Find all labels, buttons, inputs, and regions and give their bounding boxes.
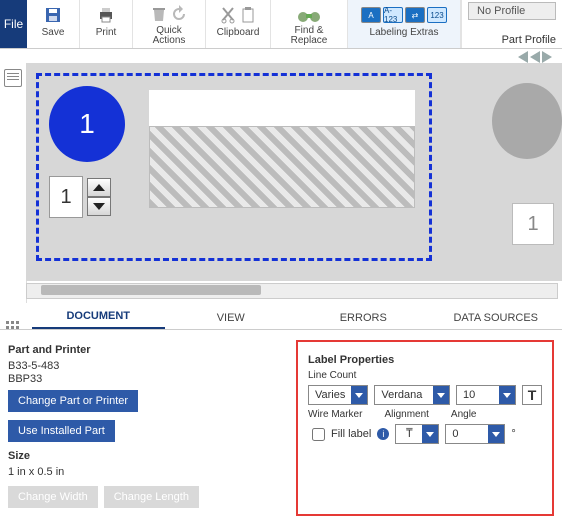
counter-value: 1 xyxy=(49,176,83,218)
print-label: Print xyxy=(96,28,117,38)
use-installed-button[interactable]: Use Installed Part xyxy=(8,420,115,442)
property-panels: Part and Printer B33-5-483 BBP33 Change … xyxy=(0,330,562,526)
alignment-select[interactable]: T̅ xyxy=(395,424,439,444)
canvas[interactable]: 1 1 1 xyxy=(26,63,562,281)
font-size-select[interactable]: 10 xyxy=(456,385,516,405)
binoculars-icon xyxy=(297,5,321,23)
label-properties-panel: Label Properties Line Count Varies Verda… xyxy=(296,340,554,516)
nav-prev-icon[interactable] xyxy=(518,51,528,63)
clipboard-label: Clipboard xyxy=(217,28,260,38)
angle-label: Angle xyxy=(451,409,477,420)
alignment-label: Alignment xyxy=(384,409,428,420)
extra-badge-4[interactable]: 123 xyxy=(427,7,447,23)
label-counter: 1 xyxy=(49,176,111,218)
fill-label-checkbox[interactable]: Fill label i xyxy=(308,425,389,444)
panel-grip-icon[interactable] xyxy=(6,321,20,329)
extra-badge-1[interactable]: A xyxy=(361,7,381,23)
print-icon xyxy=(97,6,115,24)
quick-actions-label: Quick Actions xyxy=(139,26,199,46)
change-length-button: Change Length xyxy=(104,486,199,508)
scrollbar-thumb[interactable] xyxy=(41,285,261,295)
line-count-select[interactable]: Varies xyxy=(308,385,368,405)
counter-up-button[interactable] xyxy=(87,178,111,197)
document-panel: Part and Printer B33-5-483 BBP33 Change … xyxy=(8,340,288,516)
font-dialog-icon[interactable]: T xyxy=(522,385,542,405)
no-profile-box[interactable]: No Profile xyxy=(468,2,556,20)
ribbon-toolbar: File Save Print Quick Actions Clipboard … xyxy=(0,0,562,49)
nav-next-icon[interactable] xyxy=(542,51,552,63)
change-width-button: Change Width xyxy=(8,486,98,508)
info-icon[interactable]: i xyxy=(377,428,389,440)
tab-data-sources[interactable]: DATA SOURCES xyxy=(430,312,562,329)
tab-document[interactable]: DOCUMENT xyxy=(32,310,165,329)
fill-label-text: Fill label xyxy=(331,428,371,440)
extra-badge-3[interactable]: ⇄ xyxy=(405,7,425,23)
label-hatch-area[interactable] xyxy=(149,126,415,208)
print-group[interactable]: Print xyxy=(80,0,133,48)
nav-prev2-icon[interactable] xyxy=(530,51,540,63)
part-number: B33-5-483 xyxy=(8,360,288,372)
profile-group: No Profile Part Profile xyxy=(461,0,562,48)
design-canvas-area: 1 1 1 xyxy=(0,63,562,303)
angle-select[interactable]: 0 xyxy=(445,424,505,444)
file-tab[interactable]: File xyxy=(0,0,27,48)
cut-icon xyxy=(219,6,237,24)
labeling-extras-group[interactable]: A A-123 ⇄ 123 Labeling Extras xyxy=(348,0,461,48)
nav-arrows xyxy=(0,49,562,63)
degree-symbol: ° xyxy=(511,428,515,440)
horizontal-scrollbar[interactable] xyxy=(26,283,558,299)
property-tabs: DOCUMENT VIEW ERRORS DATA SOURCES xyxy=(0,303,562,330)
tab-errors[interactable]: ERRORS xyxy=(297,312,430,329)
clipboard-group[interactable]: Clipboard xyxy=(206,0,271,48)
left-tool-strip xyxy=(0,63,27,303)
save-icon xyxy=(44,6,62,24)
label-card-selected[interactable]: 1 1 xyxy=(36,73,432,261)
clipboard-icon xyxy=(239,6,257,24)
ghost-circle xyxy=(492,83,562,159)
label-white-strip[interactable] xyxy=(149,90,415,126)
font-family-select[interactable]: Verdana xyxy=(374,385,450,405)
part-profile-label: Part Profile xyxy=(502,34,556,46)
part-printer-heading: Part and Printer xyxy=(8,344,288,356)
save-label: Save xyxy=(42,28,65,38)
find-replace-label: Find & Replace xyxy=(277,26,341,46)
extra-badge-2[interactable]: A-123 xyxy=(383,7,403,23)
label-props-heading: Label Properties xyxy=(308,354,542,366)
ghost-number: 1 xyxy=(512,203,554,245)
rotate-icon xyxy=(170,5,188,23)
counter-spinner xyxy=(87,178,111,216)
trash-icon xyxy=(150,5,168,23)
printer-name: BBP33 xyxy=(8,373,288,385)
size-value: 1 in x 0.5 in xyxy=(8,466,288,478)
change-part-button[interactable]: Change Part or Printer xyxy=(8,390,138,412)
quick-actions-group[interactable]: Quick Actions xyxy=(133,0,206,48)
wire-marker-label: Wire Marker xyxy=(308,409,362,420)
save-group[interactable]: Save xyxy=(27,0,80,48)
label-card-next[interactable]: 1 xyxy=(492,73,562,261)
fill-label-input[interactable] xyxy=(312,428,325,441)
counter-down-button[interactable] xyxy=(87,197,111,216)
calendar-icon[interactable] xyxy=(4,69,22,87)
size-heading: Size xyxy=(8,450,288,462)
line-count-label: Line Count xyxy=(308,370,542,381)
find-replace-group[interactable]: Find & Replace xyxy=(271,0,348,48)
tab-view[interactable]: VIEW xyxy=(165,312,298,329)
labeling-extras-label: Labeling Extras xyxy=(370,28,439,38)
label-circle[interactable]: 1 xyxy=(49,86,125,162)
